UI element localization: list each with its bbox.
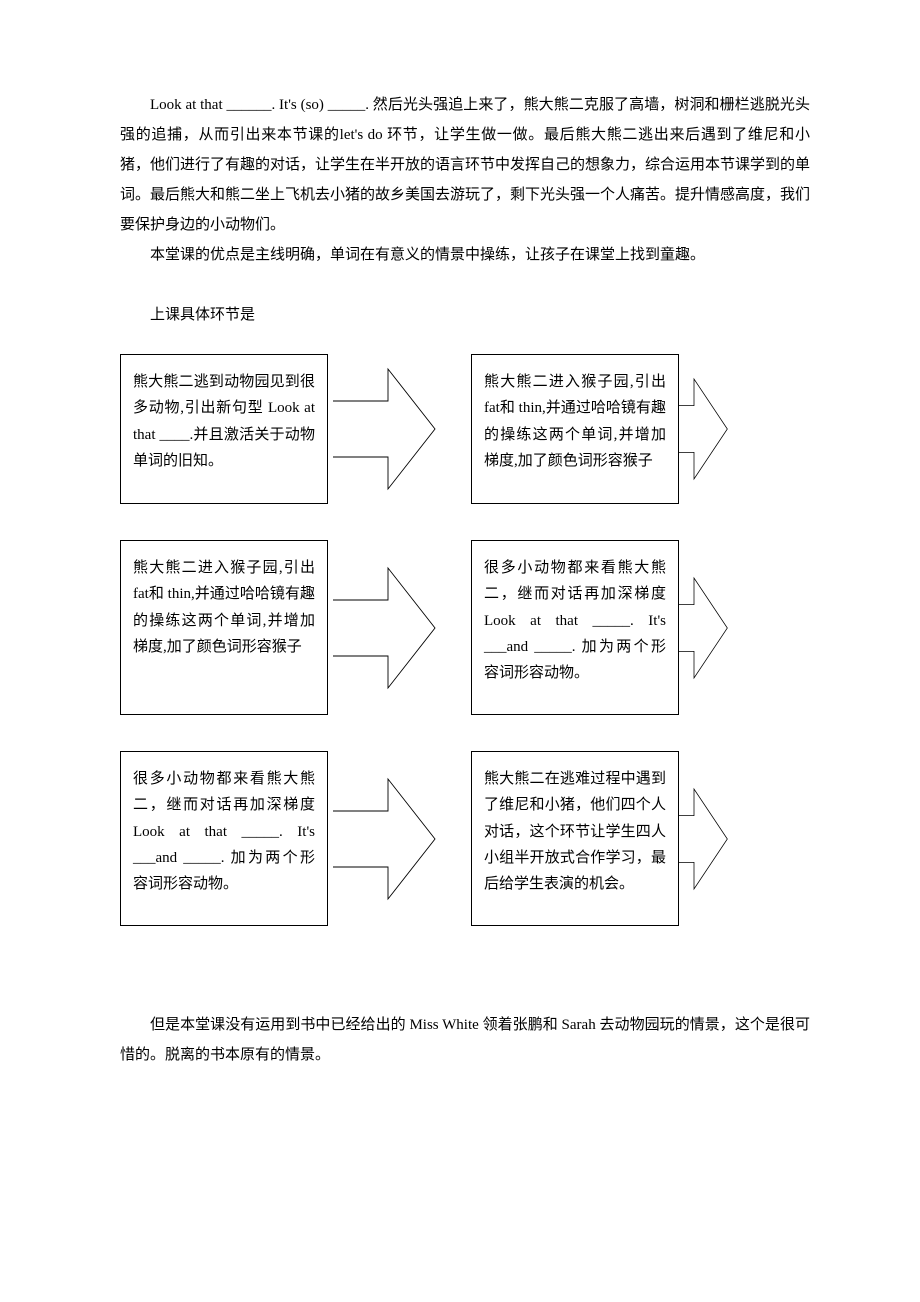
flow-box-5: 很多小动物都来看熊大熊二，继而对话再加深梯度 Look at that ____… bbox=[120, 751, 328, 926]
intro-text-2: 本堂课的优点是主线明确，单词在有意义的情景中操练，让孩子在课堂上找到童趣。 bbox=[150, 247, 705, 263]
arrow-tail-slot bbox=[679, 769, 729, 909]
arrow-right-partial-icon bbox=[679, 558, 729, 698]
arrow-right-partial-icon bbox=[679, 769, 729, 909]
arrow-slot bbox=[328, 769, 443, 909]
intro-paragraph-1: Look at that ______. It's (so) _____. 然后… bbox=[120, 90, 810, 240]
intro-text-1: Look at that ______. It's (so) _____. 然后… bbox=[120, 97, 810, 233]
flow-box-3: 熊大熊二进入猴子园,引出 fat和 thin,并通过哈哈镜有趣的操练这两个单词,… bbox=[120, 540, 328, 715]
arrow-slot bbox=[328, 558, 443, 698]
closing-paragraph: 但是本堂课没有运用到书中已经给出的 Miss White 领着张鹏和 Sarah… bbox=[120, 1010, 810, 1070]
spacer bbox=[120, 330, 810, 354]
arrow-tail-slot bbox=[679, 359, 729, 499]
flow-box-6-text: 熊大熊二在逃难过程中遇到了维尼和小猪，他们四个人对话，这个环节让学生四人小组半开… bbox=[484, 771, 666, 892]
arrow-slot bbox=[328, 359, 443, 499]
flow-box-4: 很多小动物都来看熊大熊二，继而对话再加深梯度 Look at that ____… bbox=[471, 540, 679, 715]
document-page: Look at that ______. It's (so) _____. 然后… bbox=[0, 0, 920, 1130]
arrow-right-partial-icon bbox=[679, 359, 729, 499]
flow-box-1-text: 熊大熊二逃到动物园见到很多动物,引出新句型 Look at that ____.… bbox=[133, 374, 315, 469]
spacer bbox=[120, 962, 810, 1010]
flow-box-5-text: 很多小动物都来看熊大熊二，继而对话再加深梯度 Look at that ____… bbox=[133, 771, 315, 892]
arrow-tail-slot bbox=[679, 558, 729, 698]
arrow-right-icon bbox=[333, 558, 438, 698]
flow-row-1: 熊大熊二逃到动物园见到很多动物,引出新句型 Look at that ____.… bbox=[120, 354, 810, 504]
flow-box-3-text: 熊大熊二进入猴子园,引出 fat和 thin,并通过哈哈镜有趣的操练这两个单词,… bbox=[133, 560, 315, 655]
closing-text: 但是本堂课没有运用到书中已经给出的 Miss White 领着张鹏和 Sarah… bbox=[120, 1017, 810, 1063]
intro-paragraph-2: 本堂课的优点是主线明确，单词在有意义的情景中操练，让孩子在课堂上找到童趣。 bbox=[120, 240, 810, 270]
steps-heading-text: 上课具体环节是 bbox=[150, 307, 255, 323]
spacer bbox=[120, 270, 810, 300]
flow-box-1: 熊大熊二逃到动物园见到很多动物,引出新句型 Look at that ____.… bbox=[120, 354, 328, 504]
arrow-right-icon bbox=[333, 359, 438, 499]
flow-box-4-text: 很多小动物都来看熊大熊二，继而对话再加深梯度 Look at that ____… bbox=[484, 560, 666, 681]
flow-box-6: 熊大熊二在逃难过程中遇到了维尼和小猪，他们四个人对话，这个环节让学生四人小组半开… bbox=[471, 751, 679, 926]
steps-heading: 上课具体环节是 bbox=[120, 300, 810, 330]
flow-row-3: 很多小动物都来看熊大熊二，继而对话再加深梯度 Look at that ____… bbox=[120, 751, 810, 926]
flow-row-2: 熊大熊二进入猴子园,引出 fat和 thin,并通过哈哈镜有趣的操练这两个单词,… bbox=[120, 540, 810, 715]
arrow-right-icon bbox=[333, 769, 438, 909]
flow-box-2: 熊大熊二进入猴子园,引出 fat和 thin,并通过哈哈镜有趣的操练这两个单词,… bbox=[471, 354, 679, 504]
flow-box-2-text: 熊大熊二进入猴子园,引出 fat和 thin,并通过哈哈镜有趣的操练这两个单词,… bbox=[484, 374, 666, 469]
